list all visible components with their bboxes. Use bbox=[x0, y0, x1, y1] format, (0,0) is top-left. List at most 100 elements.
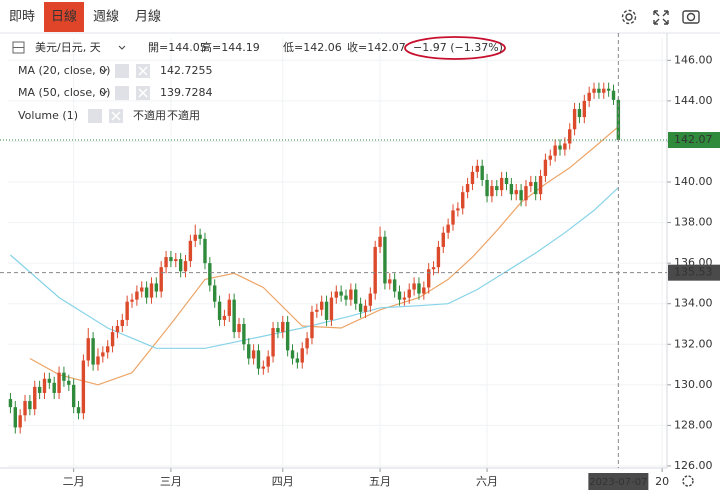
snapshot-icon[interactable] bbox=[682, 10, 700, 24]
chevron[interactable] bbox=[118, 45, 126, 50]
ohlc-legend: 開=144.05高=144.19 低=142.06 收=142.07 bbox=[148, 40, 406, 54]
chevron[interactable] bbox=[100, 68, 108, 73]
candle-body bbox=[568, 129, 572, 144]
candle-body bbox=[62, 372, 66, 381]
candle-body bbox=[86, 338, 90, 361]
candle-body bbox=[558, 145, 562, 150]
x-tick-label: 四月 bbox=[272, 475, 294, 488]
candle-body bbox=[178, 259, 183, 272]
candle-body bbox=[611, 90, 616, 100]
candle-body bbox=[606, 88, 611, 91]
crosshair-x-box bbox=[588, 473, 649, 490]
fullscreen-icon[interactable] bbox=[653, 10, 669, 25]
candle-body bbox=[208, 263, 212, 286]
candle-body bbox=[543, 159, 548, 176]
candle-body bbox=[222, 315, 227, 320]
candle-body bbox=[519, 190, 523, 201]
candle-body bbox=[378, 236, 382, 247]
candle-body bbox=[295, 358, 300, 363]
y-tick-label: 132.00 bbox=[674, 337, 713, 350]
candle-body bbox=[577, 108, 582, 118]
axis-settings-icon[interactable] bbox=[682, 475, 694, 487]
indicator-settings[interactable] bbox=[115, 64, 129, 78]
candle-body bbox=[480, 165, 484, 180]
x-tick-label: 二月 bbox=[63, 475, 85, 488]
candle-body bbox=[174, 259, 178, 262]
candle-body bbox=[281, 321, 285, 333]
indicator-value: 139.7284 bbox=[160, 86, 213, 99]
ohlc-value: 收=142.07 bbox=[347, 40, 406, 54]
indicator-settings[interactable] bbox=[88, 109, 102, 123]
chevron[interactable] bbox=[100, 90, 108, 95]
candle-body bbox=[198, 234, 202, 239]
candle-body bbox=[334, 291, 338, 298]
candle-body bbox=[67, 380, 71, 385]
candle-body bbox=[514, 190, 518, 195]
candle-body bbox=[159, 267, 163, 292]
legend: 美元/日元, 天 開=144.05高=144.19 低=142.06 收=142.0… bbox=[12, 36, 506, 123]
y-tick-label: 134.00 bbox=[674, 297, 713, 310]
candle-body bbox=[183, 261, 188, 272]
candle-body bbox=[354, 289, 358, 304]
candle-body bbox=[470, 171, 475, 185]
candle-body bbox=[8, 399, 13, 408]
candle-body bbox=[23, 401, 27, 416]
ohlc-value: 開=144.05 bbox=[148, 41, 207, 54]
candle-body bbox=[101, 352, 105, 357]
candle-body bbox=[71, 384, 76, 408]
candle-body bbox=[203, 238, 207, 264]
candle-body bbox=[392, 279, 397, 292]
toolbar-icons bbox=[621, 9, 700, 25]
tab[interactable]: 日線 bbox=[51, 9, 77, 25]
candle-body bbox=[169, 257, 173, 262]
candle-body bbox=[587, 92, 591, 101]
candle-body bbox=[290, 350, 295, 359]
candle-body bbox=[319, 301, 324, 310]
candle-body bbox=[76, 407, 81, 414]
candle-body bbox=[446, 224, 450, 233]
candle-body bbox=[135, 291, 139, 300]
candle-body bbox=[149, 283, 154, 298]
candle-body bbox=[426, 269, 431, 288]
candle-body bbox=[37, 386, 42, 393]
candle-body bbox=[188, 240, 193, 262]
candle-body bbox=[247, 344, 251, 359]
indicator-settings[interactable] bbox=[115, 86, 129, 100]
candle-body bbox=[251, 350, 256, 359]
y-tick-label: 140.00 bbox=[674, 175, 713, 188]
candle-body bbox=[417, 283, 421, 294]
candle-body bbox=[538, 175, 543, 195]
tab[interactable]: 週線 bbox=[93, 9, 119, 25]
volume-name[interactable]: Volume (1) bbox=[18, 109, 78, 122]
candle-body bbox=[164, 257, 168, 268]
candle-body bbox=[81, 360, 86, 414]
settings-icon[interactable] bbox=[625, 13, 633, 21]
tab[interactable]: 即時 bbox=[9, 10, 35, 25]
indicator-name[interactable]: MA (20, close, 0) bbox=[18, 64, 110, 77]
tab-active-bg bbox=[44, 2, 84, 32]
symbol[interactable]: 美元/日元, 天 bbox=[35, 41, 101, 54]
candle-body bbox=[475, 165, 480, 172]
settings-icon-ring bbox=[621, 9, 637, 25]
candle-body bbox=[461, 192, 465, 209]
candle-body bbox=[120, 319, 124, 327]
candle-body bbox=[456, 208, 460, 211]
x-tick-label: 20 bbox=[655, 475, 669, 488]
last-price-box bbox=[668, 132, 720, 149]
snapshot-lens bbox=[686, 12, 696, 22]
tab[interactable]: 月線 bbox=[135, 9, 161, 25]
candle-body bbox=[358, 303, 363, 312]
candle-body bbox=[47, 378, 52, 383]
indicator-name[interactable]: MA (50, close, 0) bbox=[18, 86, 110, 99]
candle-body bbox=[256, 350, 261, 369]
volume-value: 不適用 bbox=[133, 108, 166, 122]
ma-line bbox=[10, 187, 619, 349]
candle-body bbox=[324, 301, 329, 320]
candle-body bbox=[57, 372, 61, 393]
candle-body bbox=[193, 234, 197, 241]
tabs: 即時 日線 週線 月線 bbox=[9, 2, 161, 32]
x-tick-label: 五月 bbox=[369, 475, 391, 488]
candle-body bbox=[227, 299, 231, 316]
remove-cross bbox=[111, 111, 121, 121]
